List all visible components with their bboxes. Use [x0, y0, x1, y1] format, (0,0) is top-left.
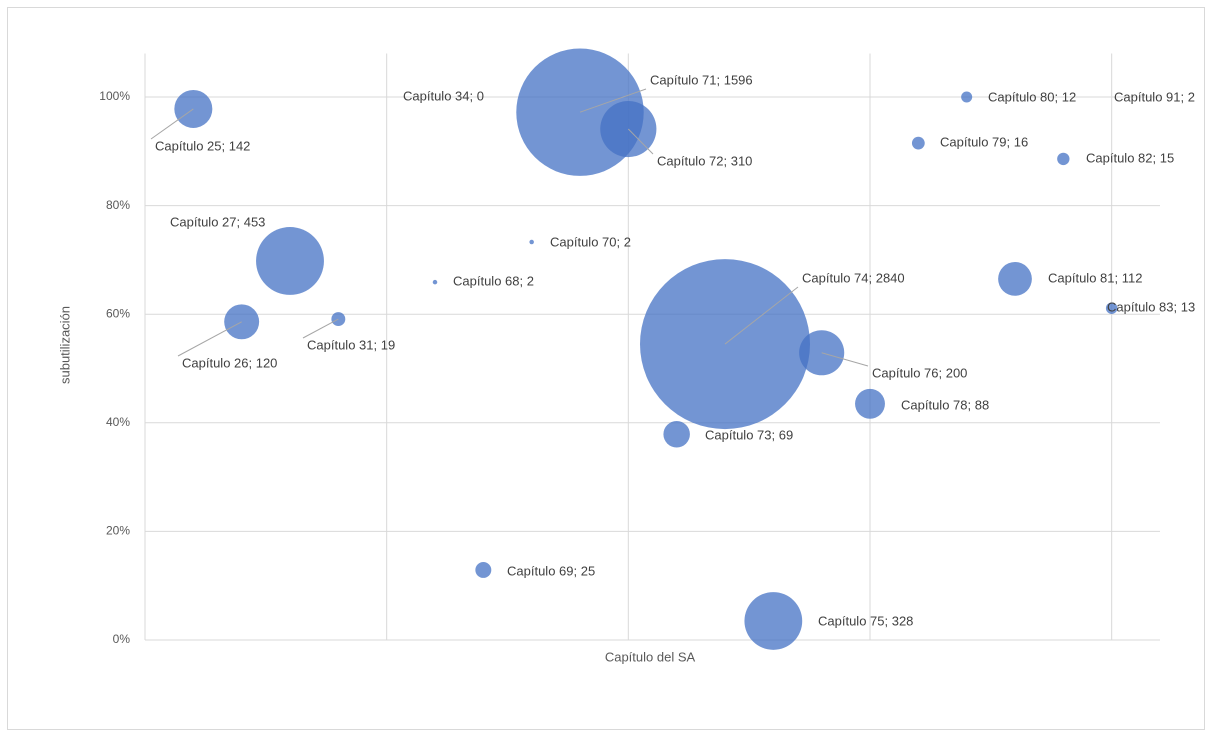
data-label: Capítulo 27; 453	[170, 214, 265, 229]
data-label: Capítulo 73; 69	[705, 427, 793, 442]
bubble	[1057, 152, 1070, 166]
bubble	[998, 262, 1032, 296]
bubble	[475, 561, 492, 578]
bubble	[256, 227, 324, 295]
bubble	[663, 420, 690, 448]
data-label: Capítulo 76; 200	[872, 365, 967, 380]
bubble	[961, 91, 973, 103]
y-tick-label: 80%	[106, 198, 130, 212]
data-label: Capítulo 83; 13	[1107, 299, 1195, 314]
data-label: Capítulo 69; 25	[507, 563, 595, 578]
leader-line	[177, 321, 242, 357]
data-label: Capítulo 80; 12	[988, 89, 1076, 104]
data-label: Capítulo 26; 120	[182, 355, 277, 370]
data-label: Capítulo 34; 0	[403, 88, 484, 103]
data-label: Capítulo 70; 2	[550, 234, 631, 249]
data-label: Capítulo 75; 328	[818, 613, 913, 628]
data-label: Capítulo 74; 2840	[802, 270, 905, 285]
data-label: Capítulo 25; 142	[155, 138, 250, 153]
leader-line	[821, 352, 869, 367]
leader-line	[150, 108, 194, 140]
y-tick-label: 60%	[106, 306, 130, 320]
y-tick-label: 100%	[99, 89, 130, 103]
data-label: Capítulo 82; 15	[1086, 150, 1174, 165]
bubble	[911, 136, 925, 150]
leader-line	[724, 286, 799, 345]
data-label: Capítulo 68; 2	[453, 273, 534, 288]
leader-line	[302, 318, 339, 339]
bubble	[855, 388, 885, 419]
data-label: Capítulo 81; 112	[1048, 270, 1142, 285]
data-label: Capítulo 91; 2	[1114, 89, 1195, 104]
y-axis-title: subutilización	[57, 306, 72, 384]
bubble	[1105, 302, 1118, 314]
bubble	[432, 279, 438, 285]
leader-line	[579, 88, 647, 113]
x-axis-title: Capítulo del SA	[605, 649, 696, 664]
y-tick-label: 20%	[106, 524, 130, 538]
data-label: Capítulo 79; 16	[940, 134, 1028, 149]
y-tick-label: 40%	[106, 415, 130, 429]
leader-line	[627, 128, 654, 155]
data-label: Capítulo 31; 19	[307, 337, 395, 352]
data-label: Capítulo 78; 88	[901, 397, 989, 412]
bubble	[529, 239, 534, 245]
bubble	[744, 592, 803, 650]
data-label: Capítulo 72; 310	[657, 153, 752, 168]
y-tick-label: 0%	[113, 632, 131, 646]
data-label: Capítulo 71; 1596	[650, 72, 753, 87]
